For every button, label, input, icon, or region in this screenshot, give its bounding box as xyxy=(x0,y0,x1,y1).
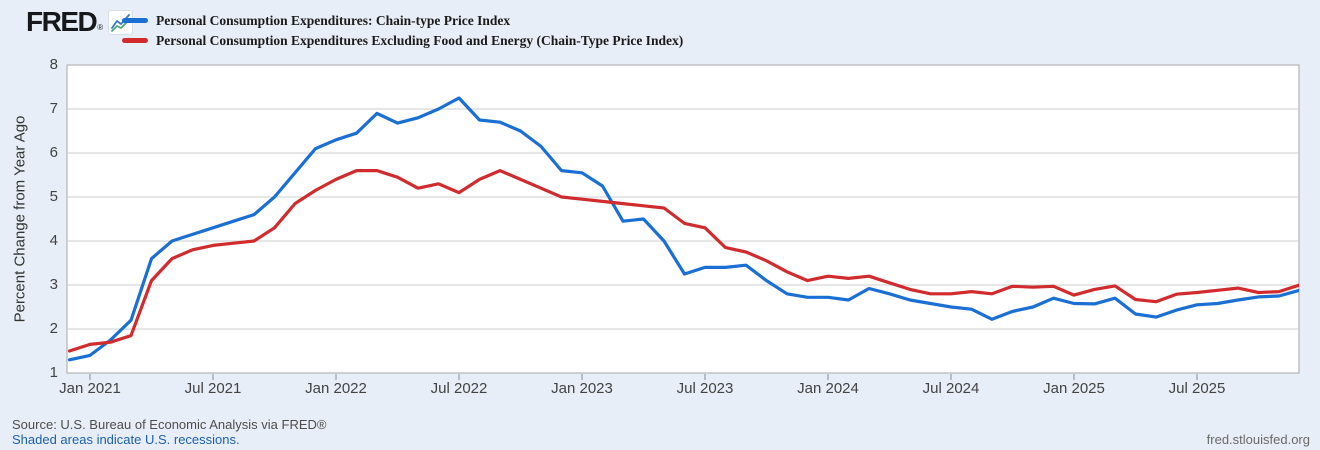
x-tick-label: Jul 2025 xyxy=(1168,380,1226,397)
x-tick-label: Jan 2022 xyxy=(305,380,367,397)
source-text: Source: U.S. Bureau of Economic Analysis… xyxy=(12,417,327,432)
y-tick-label: 4 xyxy=(49,232,58,249)
registered-trademark: ® xyxy=(97,23,104,32)
x-tick-label: Jul 2021 xyxy=(184,380,242,397)
x-tick-label: Jan 2024 xyxy=(797,380,859,397)
x-tick-label: Jul 2023 xyxy=(676,380,734,397)
legend-swatch-blue xyxy=(122,18,148,23)
y-tick-label: 7 xyxy=(49,100,58,117)
y-tick-label: 2 xyxy=(49,320,58,337)
fred-logo[interactable]: FRED ® xyxy=(26,6,133,37)
x-tick-label: Jan 2025 xyxy=(1043,380,1105,397)
recession-note-link[interactable]: Shaded areas indicate U.S. recessions. xyxy=(12,432,240,447)
pce-headline-line[interactable] xyxy=(67,96,1300,362)
legend-item-headline-pce: Personal Consumption Expenditures: Chain… xyxy=(122,12,683,29)
plot-background xyxy=(66,64,1300,374)
legend-label: Personal Consumption Expenditures Exclud… xyxy=(156,33,684,48)
y-tick-label: 3 xyxy=(49,276,58,293)
fred-sparkline-icon xyxy=(109,11,133,34)
x-tick-label: Jan 2021 xyxy=(59,380,121,397)
y-tick-label: 1 xyxy=(49,364,58,381)
legend-label: Personal Consumption Expenditures: Chain… xyxy=(156,13,511,28)
x-tick-label: Jul 2024 xyxy=(922,380,980,397)
fred-logo-text: FRED xyxy=(26,6,98,37)
chart-legend: Personal Consumption Expenditures: Chain… xyxy=(122,12,683,49)
fred-site-link[interactable]: fred.stlouisfed.org xyxy=(1206,432,1310,447)
x-tick-label: Jan 2023 xyxy=(551,380,613,397)
legend-swatch-red xyxy=(122,38,148,43)
legend-item-core-pce: Personal Consumption Expenditures Exclud… xyxy=(122,32,683,49)
pce-core-line[interactable] xyxy=(67,169,1300,353)
y-tick-label: 6 xyxy=(49,144,58,161)
y-tick-label: 8 xyxy=(49,56,58,73)
y-tick-label: 5 xyxy=(49,188,58,205)
x-tick-label: Jul 2022 xyxy=(430,380,488,397)
